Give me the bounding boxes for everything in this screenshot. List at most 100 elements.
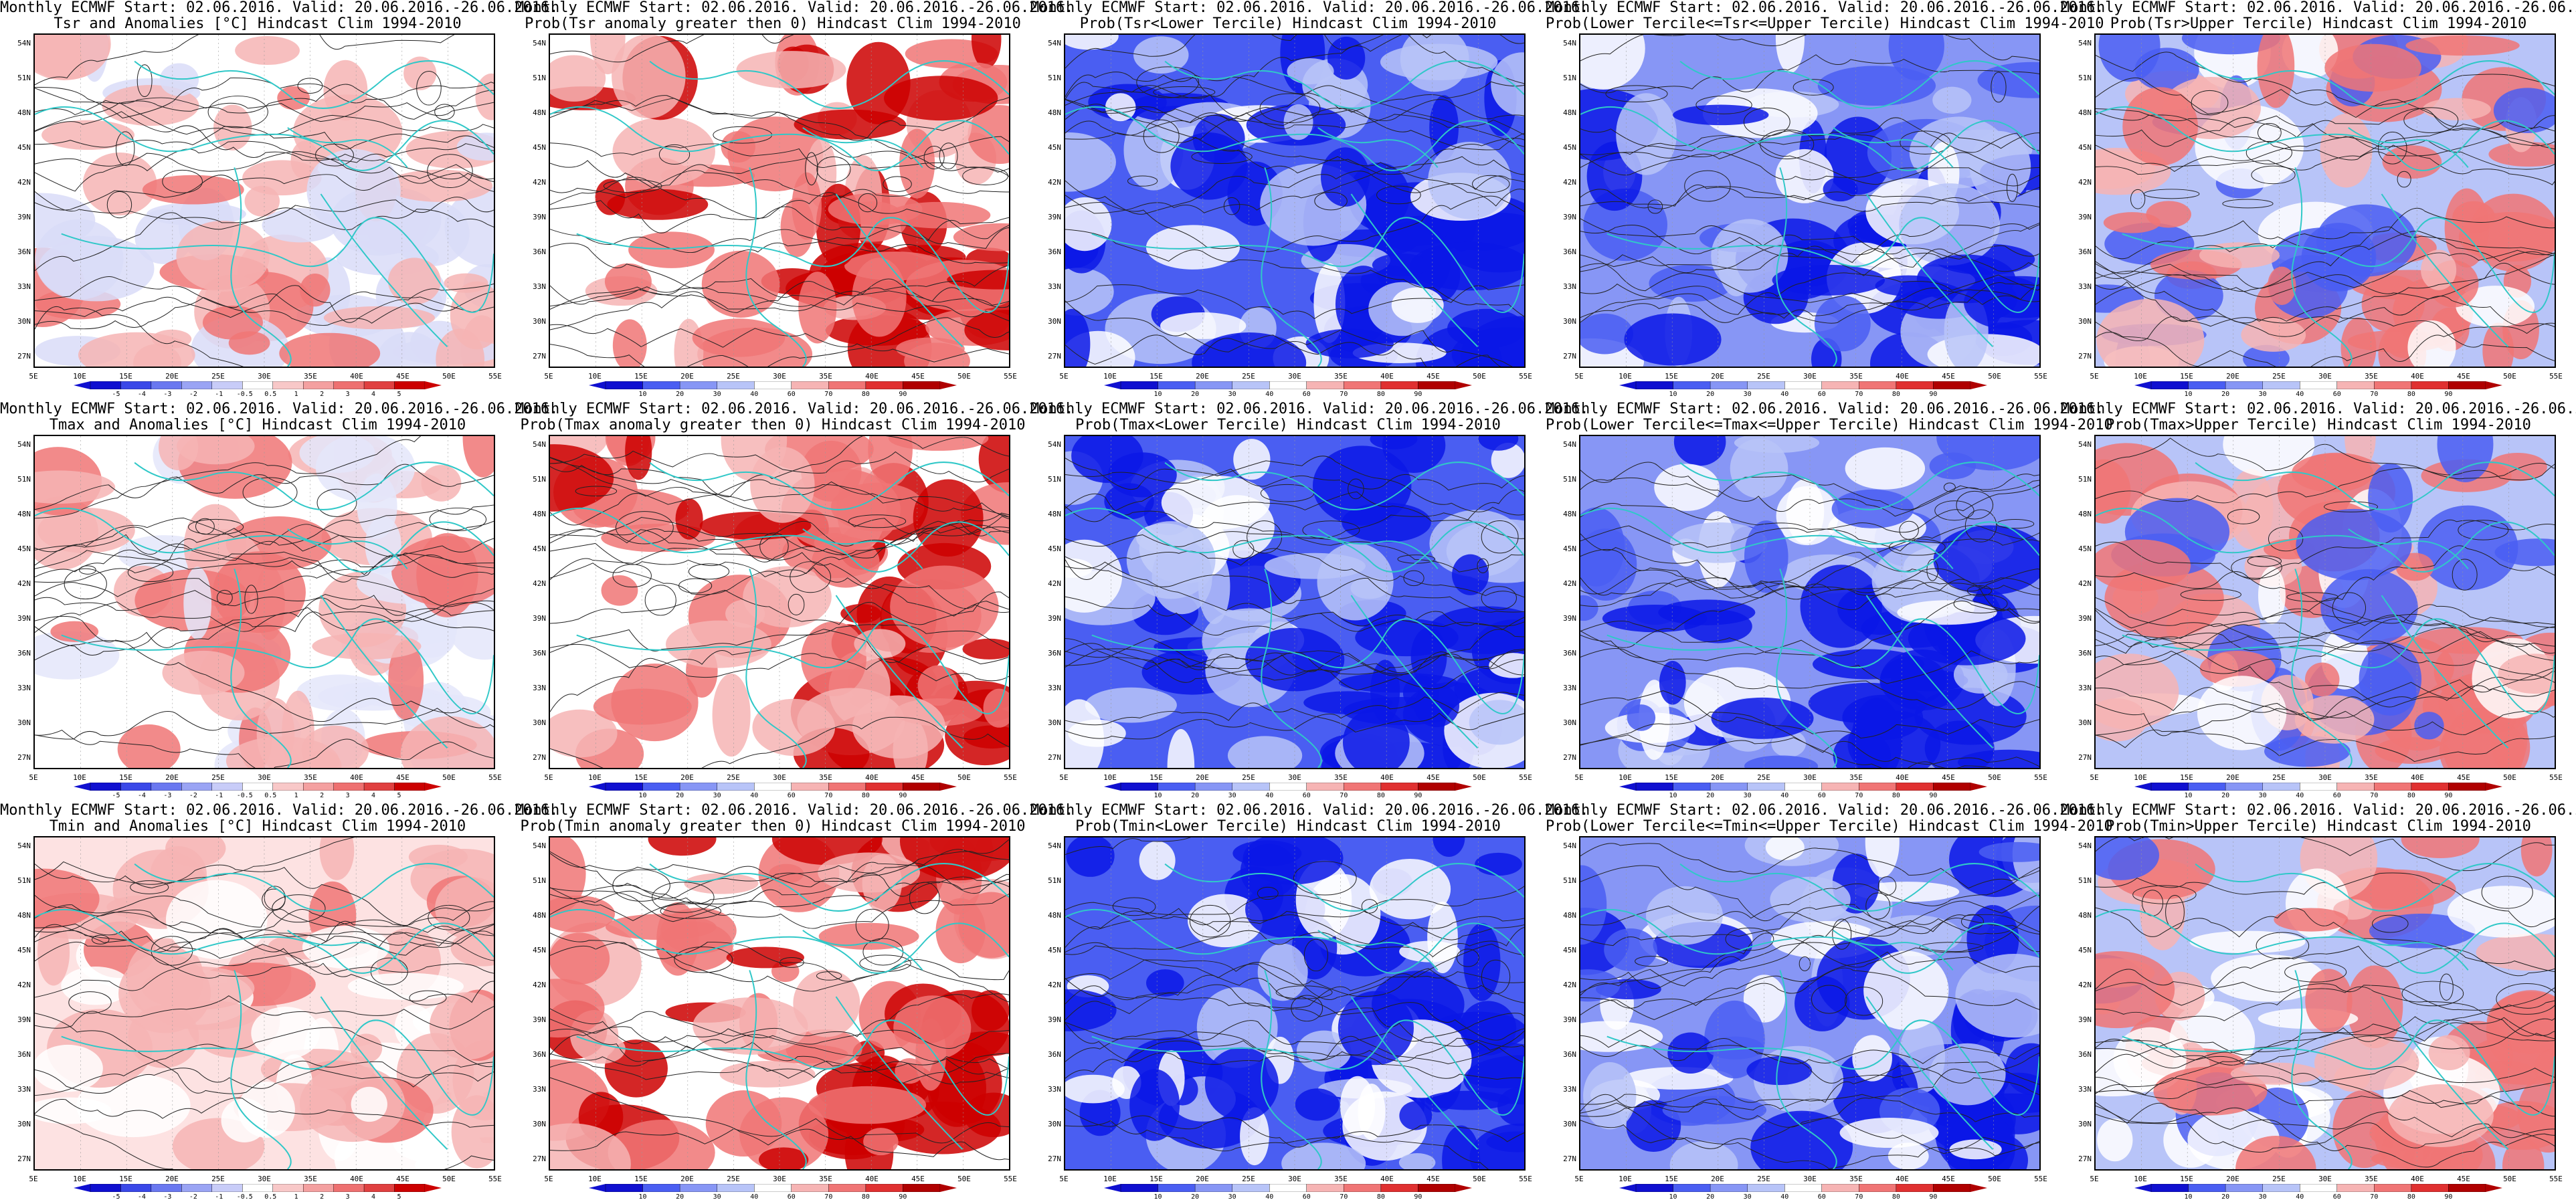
contour-line xyxy=(2096,627,2555,652)
colorbar-label: 1 xyxy=(294,391,298,398)
colorbar-segment xyxy=(828,381,866,389)
shaded-area xyxy=(2296,508,2412,581)
contour-line xyxy=(1580,462,2039,517)
contour-line xyxy=(1580,223,2039,274)
colorbar-arrow-right xyxy=(940,381,957,389)
contour-line xyxy=(2130,189,2146,209)
lat-tick-label: 45N xyxy=(17,143,31,152)
lon-tick-label: 40E xyxy=(865,773,879,782)
colorbar-segment xyxy=(2299,381,2337,389)
lat-tick-label: 27N xyxy=(1563,753,1576,762)
map-plot xyxy=(1064,435,1526,769)
contour-line xyxy=(1065,1035,1524,1079)
shaded-area xyxy=(462,436,494,478)
shaded-area xyxy=(608,1120,715,1169)
lon-tick-label: 25E xyxy=(1242,372,1255,381)
shaded-area xyxy=(162,650,245,695)
coastline xyxy=(1679,60,2039,109)
contour-line xyxy=(1934,500,1974,521)
shaded-area xyxy=(416,533,478,618)
lon-tick-label: 55E xyxy=(1519,773,1532,782)
shaded-area xyxy=(1669,522,1768,563)
map-panel-tmax-pgt0: Monthly ECMWF Start: 02.06.2016. Valid: … xyxy=(515,401,1073,803)
colorbar-label: 60 xyxy=(1817,1193,1826,1201)
map-plot xyxy=(549,33,1010,368)
shaded-area xyxy=(2332,1090,2396,1169)
lat-tick-label: 51N xyxy=(17,475,31,484)
colorbar-segment xyxy=(2448,1184,2486,1192)
shaded-area xyxy=(1955,954,2039,1038)
colorbar-label: 20 xyxy=(2221,391,2230,398)
lon-tick-label: 10E xyxy=(588,773,602,782)
shaded-area xyxy=(1646,886,1723,945)
shaded-area xyxy=(852,695,945,759)
colorbar xyxy=(1104,783,1472,791)
colorbar-label: 30 xyxy=(713,1193,721,1201)
contour-line xyxy=(1580,569,2039,624)
contour-line xyxy=(550,225,1009,307)
shaded-area xyxy=(1338,991,1414,1066)
shaded-area xyxy=(279,332,381,367)
shaded-area xyxy=(752,698,836,757)
contour-line xyxy=(35,597,494,633)
colorbar-segment xyxy=(2374,381,2412,389)
shaded-area xyxy=(1170,132,1248,200)
lat-tick-label: 39N xyxy=(1048,213,1061,221)
coastline xyxy=(2348,528,2469,570)
contour-line xyxy=(550,851,1009,904)
contour-line xyxy=(244,585,258,614)
shaded-area xyxy=(840,603,882,623)
contour-line xyxy=(1580,132,2039,168)
lon-tick-label: 30E xyxy=(1288,773,1301,782)
contour-line xyxy=(1580,951,2039,1009)
lon-tick-label: 35E xyxy=(819,372,832,381)
coastline xyxy=(1261,167,1322,367)
colorbar-segment xyxy=(151,1184,182,1192)
contour-line xyxy=(2096,1114,2555,1153)
coastline xyxy=(649,462,1009,510)
shaded-area xyxy=(1624,313,1722,366)
colorbar-segment xyxy=(181,381,213,389)
lon-tick-label: 50E xyxy=(957,773,971,782)
contour-line xyxy=(1143,119,1180,153)
shaded-area xyxy=(550,979,605,1038)
colorbar-label: 20 xyxy=(2221,1193,2230,1201)
shaded-area xyxy=(684,873,759,894)
lat-tick-label: 30N xyxy=(2078,718,2092,727)
colorbar-label: 60 xyxy=(2332,1193,2341,1201)
shaded-area xyxy=(2347,965,2403,1049)
lon-tick-label: 40E xyxy=(350,372,363,381)
colorbar-segment xyxy=(1635,1184,1673,1192)
lat-tick-label: 45N xyxy=(533,544,546,553)
map-svg xyxy=(2096,837,2555,1169)
contour-line xyxy=(242,477,298,508)
shaded-area xyxy=(1744,755,1819,768)
contour-line xyxy=(550,317,1009,367)
lon-tick-label: 45E xyxy=(1427,1175,1440,1183)
lon-tick-label: 55E xyxy=(488,1175,502,1183)
shaded-area xyxy=(2268,266,2296,305)
lon-tick-label: 20E xyxy=(680,372,694,381)
coastline xyxy=(320,595,448,748)
coastline xyxy=(576,217,1009,313)
lat-tick-label: 54N xyxy=(1048,440,1061,449)
shaded-area xyxy=(883,76,998,121)
colorbar-label: 30 xyxy=(1228,1193,1236,1201)
shaded-area xyxy=(1667,1032,1714,1074)
colorbar-segment xyxy=(1306,1184,1344,1192)
contour-line xyxy=(1472,175,1510,193)
shaded-area xyxy=(1399,1101,1433,1130)
coastline xyxy=(1261,569,1322,768)
lon-tick-label: 20E xyxy=(1196,1175,1209,1183)
contour-line xyxy=(1953,593,2008,613)
colorbar-label: 80 xyxy=(1376,1193,1385,1201)
colorbar-segment xyxy=(1418,783,1456,791)
shaded-area xyxy=(693,997,808,1055)
colorbar xyxy=(2134,1184,2502,1192)
lon-tick-label: 50E xyxy=(957,372,971,381)
lon-tick-label: 55E xyxy=(2549,1175,2563,1183)
shaded-area xyxy=(1852,1035,1892,1082)
colorbar-label: 90 xyxy=(1929,1193,1938,1201)
lat-tick-label: 36N xyxy=(17,1050,31,1059)
contour-line xyxy=(2397,171,2411,188)
